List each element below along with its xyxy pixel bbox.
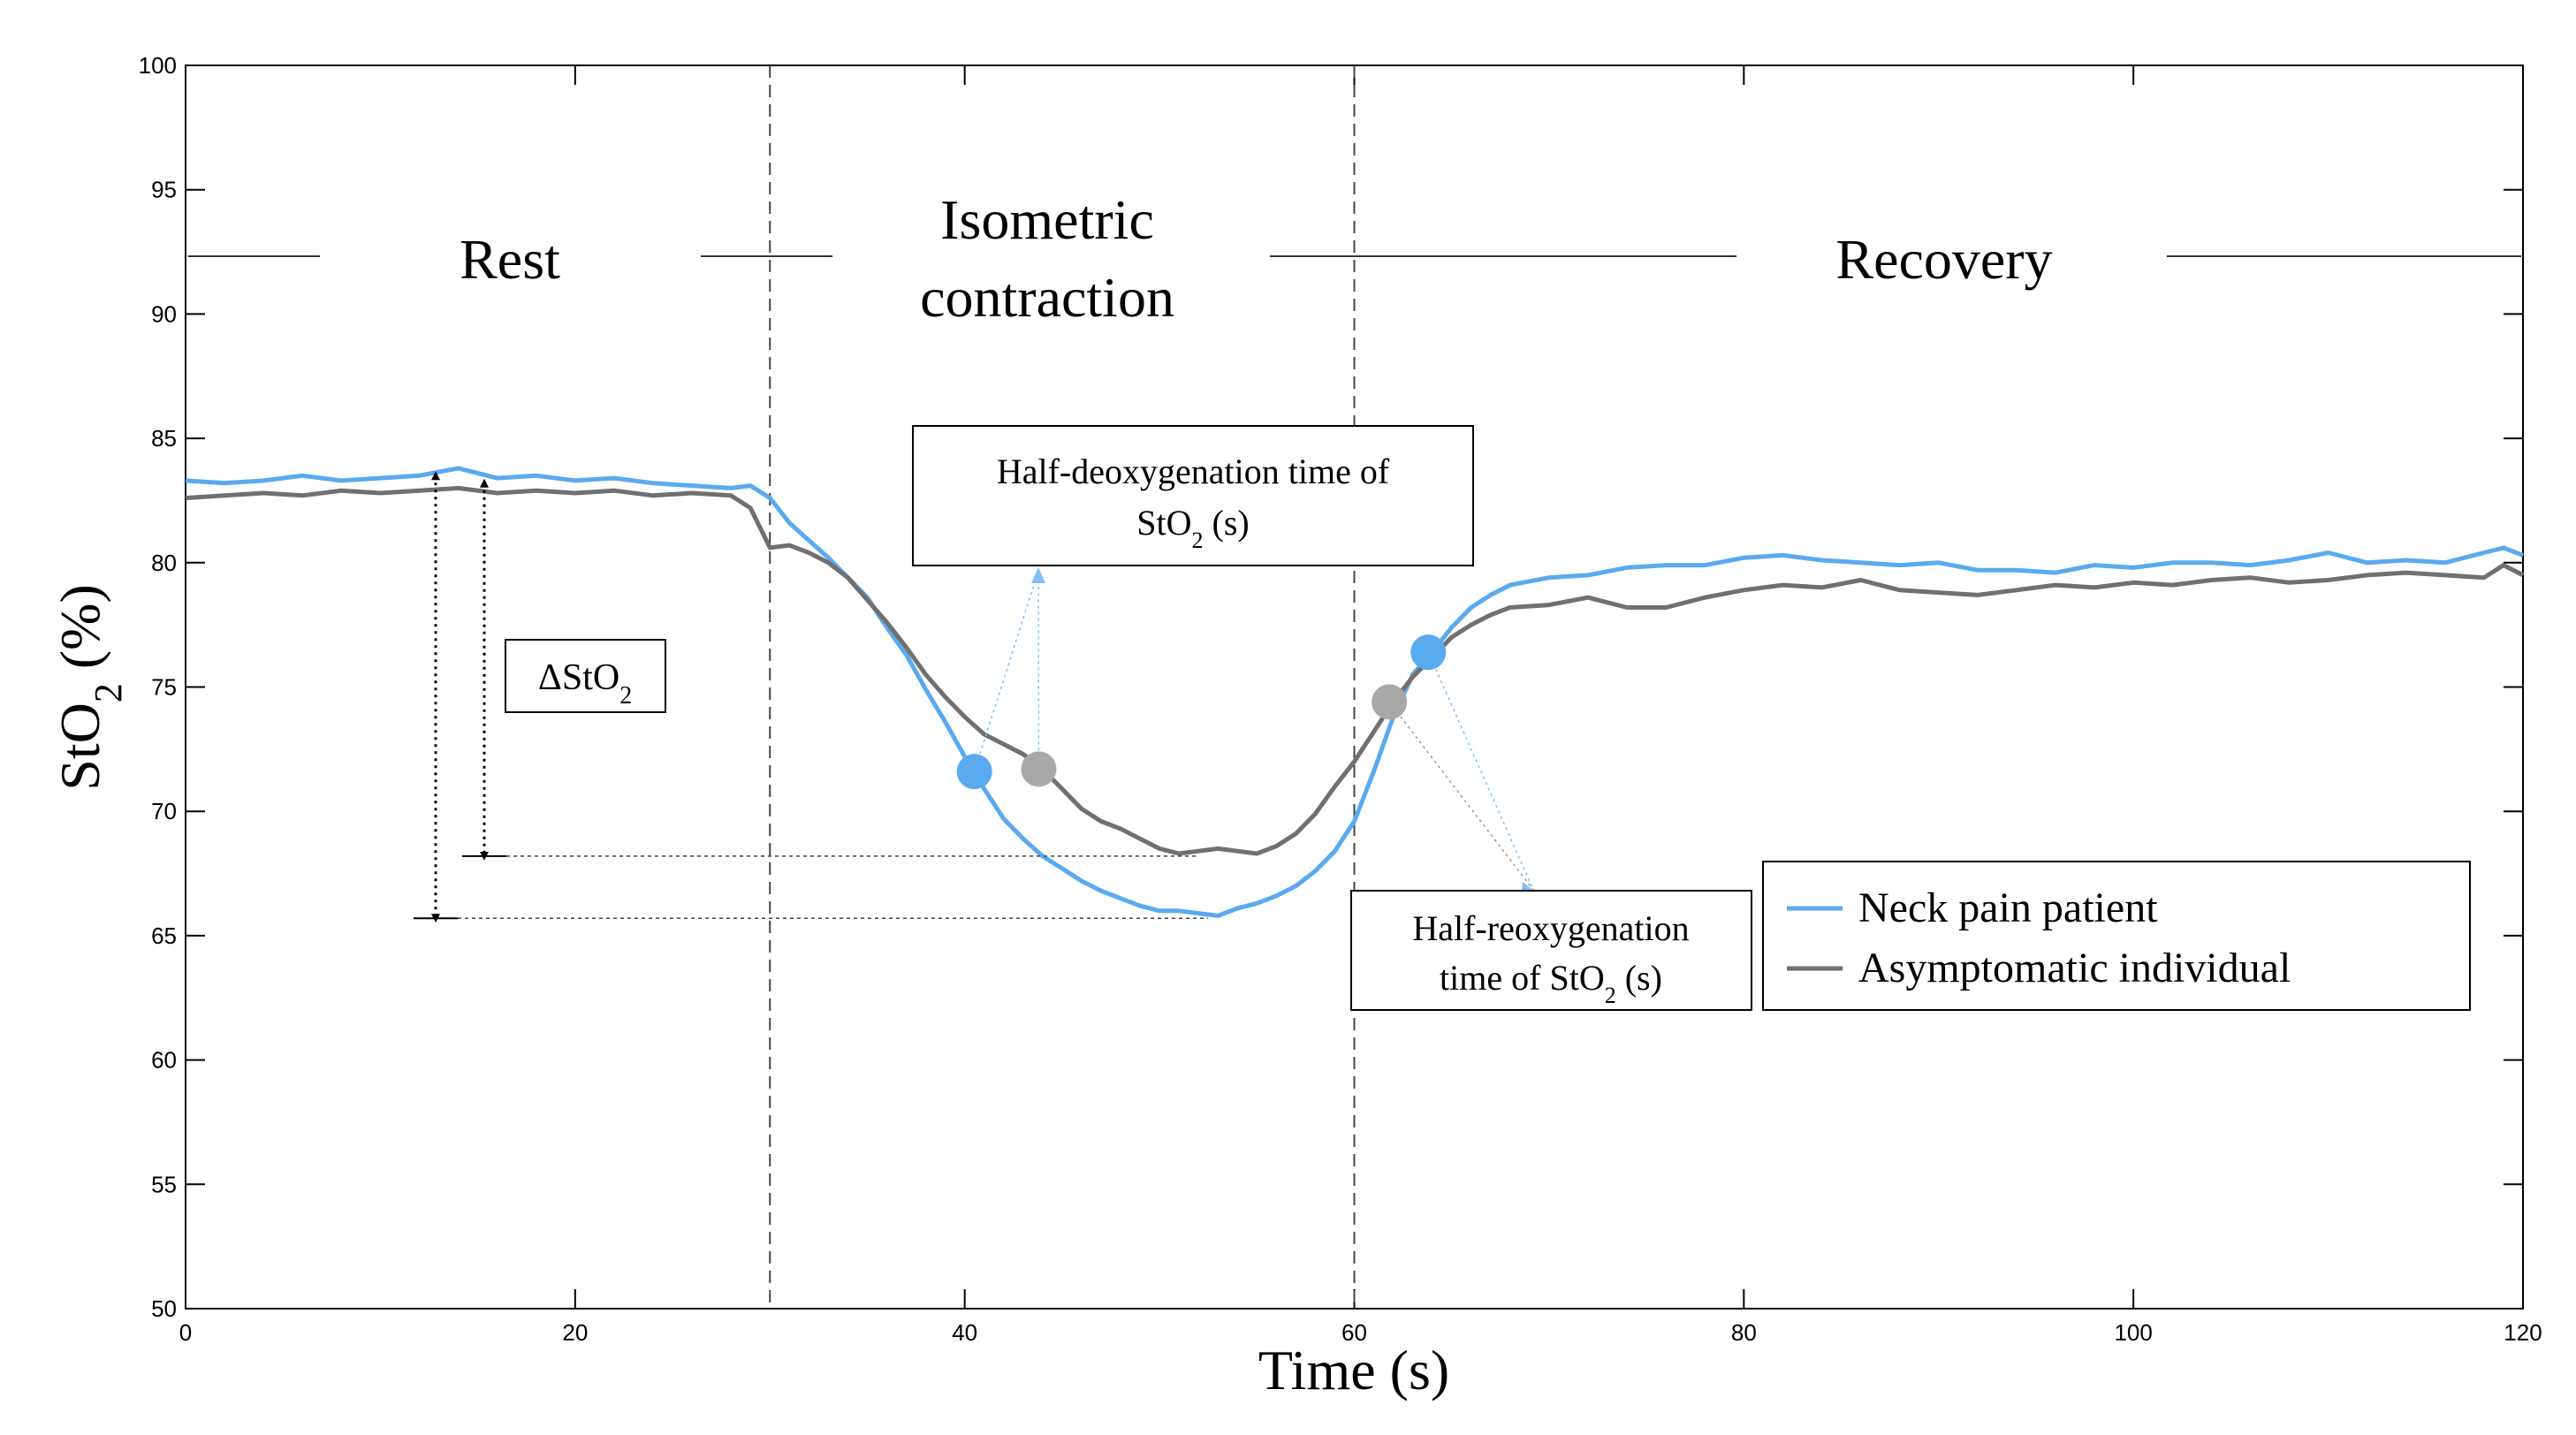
connector-patient-half-reoxygenation [1427, 651, 1534, 891]
x-tick-label: 120 [2504, 1319, 2542, 1346]
connector-patient-half-deoxygenation [973, 570, 1039, 772]
axis-ticks: 50 55 60 65 70 75 80 85 90 95 100 0 20 40 60 80 100 120 [139, 52, 2542, 1346]
series-line-asymptomatic-individual [185, 485, 2525, 856]
y-tick-label: 65 [151, 922, 177, 949]
y-tick-label: 85 [151, 425, 177, 452]
half-point-patient-half-reoxygenation [1410, 634, 1447, 671]
y-axis-title: StO2 (%) [49, 584, 130, 791]
x-tick-label: 100 [2114, 1319, 2152, 1346]
half-reoxygenation-line2: time of StO2 (s) [1440, 958, 1662, 1008]
y-tick-label: 70 [151, 798, 177, 824]
connector-asymptomatic-half-reoxygenation [1388, 701, 1534, 891]
half-deoxygenation-box [912, 425, 1474, 566]
phase-label-contraction: contraction [920, 266, 1174, 329]
phase-label-recovery: Recovery [1835, 228, 2052, 291]
half-deoxygenation-line2: StO2 (s) [1136, 503, 1249, 553]
series-line-neck-pain-patient [185, 466, 2524, 918]
y-tick-label: 80 [151, 550, 177, 576]
y-tick-label: 100 [139, 52, 177, 79]
legend: Neck pain patient Asymptomatic individua… [1762, 861, 2471, 1011]
x-tick-label: 60 [1341, 1319, 1367, 1346]
y-tick-label: 75 [151, 674, 177, 701]
x-tick-label: 40 [952, 1319, 977, 1346]
delta-sto2-label: ΔStO2 [538, 657, 632, 710]
legend-box [1762, 861, 2471, 1011]
phase-divider-lines [769, 65, 1356, 1309]
legend-label-neck-pain-patient: Neck pain patient [1858, 885, 2158, 931]
y-tick-label: 90 [151, 300, 177, 327]
legend-label-asymptomatic-individual: Asymptomatic individual [1858, 945, 2291, 991]
half-deoxygenation-line1: Half-deoxygenation time of [997, 452, 1390, 491]
y-tick-label: 50 [151, 1295, 177, 1322]
x-tick-label: 0 [179, 1319, 192, 1346]
half-time-points [956, 634, 1447, 790]
delta-sto2-box [505, 639, 666, 713]
annotation-connectors [973, 567, 1536, 894]
phase-label-isometric: Isometric [940, 188, 1154, 251]
half-point-patient-half-deoxygenation [956, 754, 992, 790]
x-tick-label: 80 [1731, 1319, 1757, 1346]
half-reoxygenation-box [1350, 890, 1752, 1011]
delta-markers [414, 471, 1209, 923]
connector-arrowhead-deoxygenation [1031, 567, 1045, 583]
half-reoxygenation-line1: Half-reoxygenation [1412, 908, 1689, 948]
phase-label-rest: Rest [460, 228, 560, 291]
x-axis-title: Time (s) [1258, 1339, 1449, 1401]
y-tick-label: 55 [151, 1171, 177, 1197]
x-tick-label: 20 [562, 1319, 588, 1346]
half-point-asymptomatic-half-deoxygenation [1021, 751, 1057, 787]
y-tick-label: 60 [151, 1047, 177, 1074]
y-tick-label: 95 [151, 177, 177, 203]
half-point-asymptomatic-half-reoxygenation [1372, 684, 1408, 720]
series-lines [185, 466, 2525, 918]
